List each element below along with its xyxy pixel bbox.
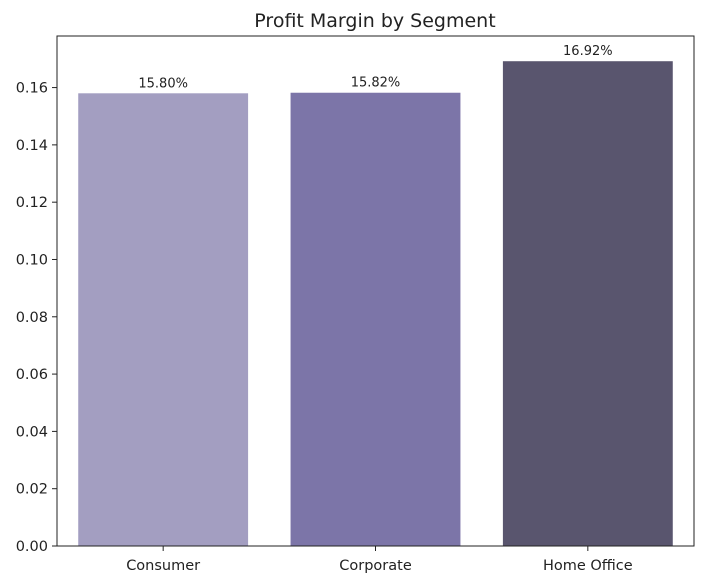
data-labels: 15.80% 15.82% 16.92%: [138, 44, 612, 91]
x-axis: Consumer Corporate Home Office: [126, 546, 633, 574]
y-tick-label: 0.02: [16, 482, 48, 498]
bar-value-label: 15.80%: [138, 76, 188, 91]
bar-value-label: 16.92%: [563, 44, 613, 59]
y-tick-label: 0.16: [16, 81, 48, 97]
bar-corporate: [290, 92, 461, 546]
y-tick-label: 0.06: [16, 367, 48, 383]
y-tick-label: 0.12: [16, 195, 48, 211]
y-tick-label: 0.08: [16, 310, 48, 326]
bar-home-office: [502, 61, 673, 547]
bar-value-label: 15.82%: [351, 76, 401, 91]
x-tick-label: Home Office: [543, 558, 633, 574]
chart-title: Profit Margin by Segment: [254, 10, 495, 32]
y-axis: 0.00 0.02 0.04 0.06 0.08 0.10 0.12 0.14 0.16: [16, 81, 57, 555]
y-tick-label: 0.14: [16, 138, 48, 154]
y-tick-label: 0.04: [16, 424, 48, 440]
x-tick-label: Consumer: [126, 558, 200, 574]
plot-area: [78, 61, 673, 547]
x-tick-label: Corporate: [339, 558, 412, 574]
y-tick-label: 0.00: [16, 539, 48, 555]
y-tick-label: 0.10: [16, 252, 48, 268]
bar-consumer: [78, 93, 249, 546]
